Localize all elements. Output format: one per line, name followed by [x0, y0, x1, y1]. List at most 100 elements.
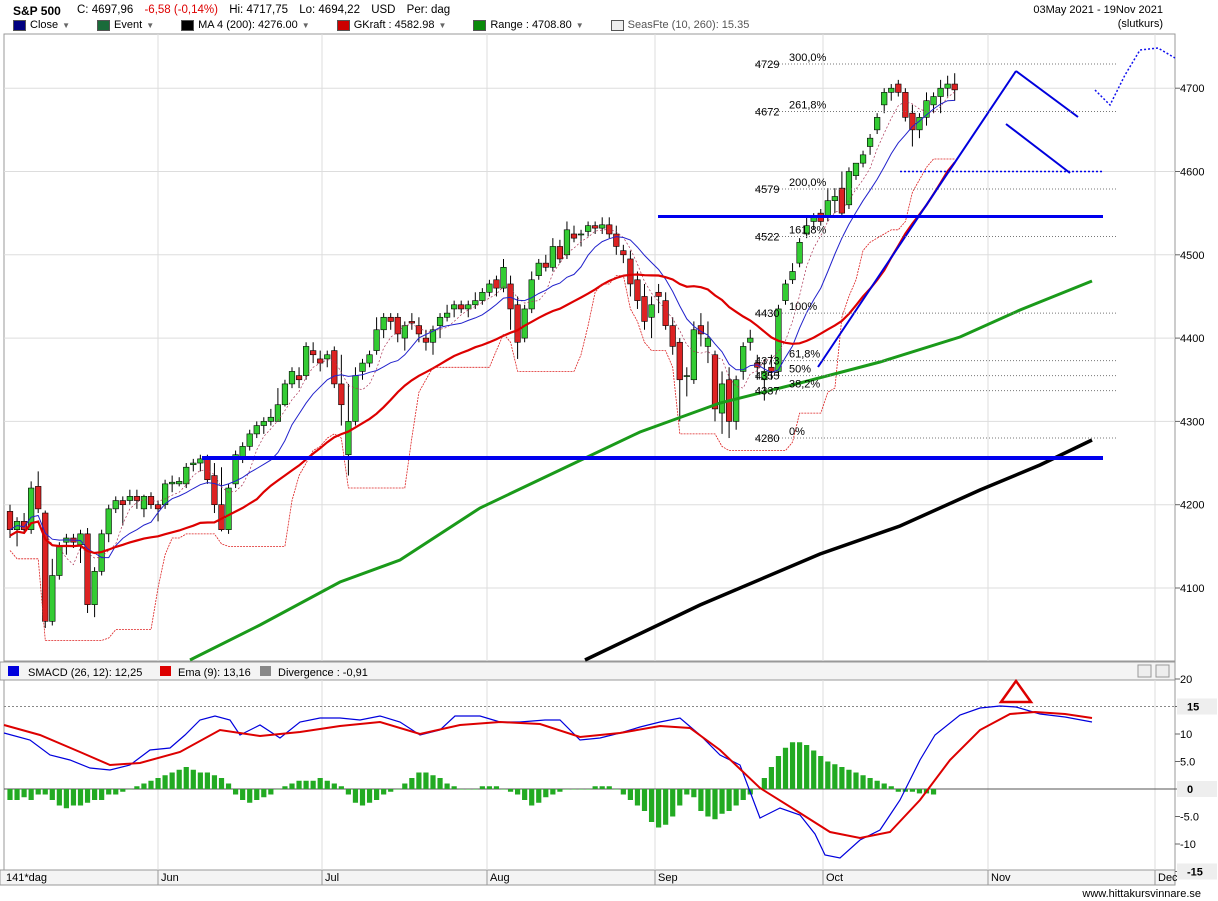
- divergence-bar: [909, 789, 915, 792]
- gkraft-line: [9, 161, 956, 555]
- legend-gkraft[interactable]: GKraft : 4582.98 ▼: [324, 19, 447, 31]
- candle: [902, 92, 909, 118]
- chevron-down-icon[interactable]: ▼: [575, 20, 584, 30]
- legend-ma[interactable]: MA 4 (200): 4276.00 ▼: [168, 19, 310, 31]
- divergence-bar: [183, 767, 189, 789]
- candle: [366, 354, 373, 364]
- divergence-bar: [733, 789, 739, 806]
- sell-signal-triangle: [998, 678, 1034, 704]
- candle: [493, 279, 500, 289]
- divergence-bar: [289, 783, 295, 789]
- divergence-bar: [620, 789, 626, 795]
- candle: [451, 304, 458, 310]
- candle: [302, 346, 310, 376]
- legend-range-label: Range : 4708.80: [490, 19, 572, 31]
- indicator-value-box: [1177, 781, 1217, 797]
- candle: [563, 229, 571, 256]
- candle: [584, 225, 592, 232]
- candle: [676, 341, 683, 381]
- fib-level-pct: 300,0%: [789, 52, 827, 64]
- divergence-bar: [141, 783, 147, 789]
- candle: [310, 350, 317, 356]
- fib-level-value: 4522: [755, 231, 779, 243]
- divergence-bar: [430, 775, 436, 789]
- price-tick-label: 4600: [1180, 167, 1204, 179]
- chart-header: S&P 500 C: 4697,96 -6,58 (-0,14%) Hi: 47…: [0, 0, 1218, 33]
- divergence-bar: [113, 789, 119, 795]
- divergence-bar: [818, 756, 824, 789]
- divergence-bar: [49, 789, 55, 800]
- divergence-bar: [247, 789, 253, 803]
- candle: [162, 483, 169, 506]
- high-value: Hi: 4717,75: [229, 4, 289, 16]
- divergence-bar: [218, 778, 225, 789]
- candle: [429, 329, 437, 343]
- divergence-bar: [345, 789, 351, 795]
- candle: [154, 504, 162, 510]
- divergence-bar: [585, 789, 591, 790]
- divergence-bar: [155, 778, 161, 789]
- candle: [267, 416, 274, 422]
- divergence-bar: [881, 783, 887, 789]
- divergence-bar: [120, 789, 126, 792]
- chevron-down-icon[interactable]: ▼: [146, 20, 155, 30]
- fib-level-pct: 50%: [789, 364, 811, 376]
- divergence-bar: [789, 742, 796, 789]
- candle: [796, 242, 803, 264]
- divergence-bar: [768, 767, 774, 789]
- month-label: Jul: [325, 872, 339, 884]
- chevron-down-icon[interactable]: ▼: [438, 20, 447, 30]
- candle: [84, 533, 91, 605]
- divergence-bar: [832, 764, 838, 789]
- divergence-swatch: [260, 666, 271, 676]
- candle: [923, 100, 930, 118]
- candle: [592, 225, 599, 229]
- legend-event[interactable]: Event ▼: [84, 19, 154, 31]
- candle: [803, 225, 810, 235]
- candle: [662, 300, 669, 326]
- divergence-bar: [303, 780, 309, 789]
- candle: [888, 87, 895, 93]
- indicator-tick-label: 10: [1180, 729, 1192, 741]
- chevron-down-icon[interactable]: ▼: [301, 20, 310, 30]
- candle: [91, 571, 98, 605]
- candle: [458, 304, 465, 310]
- fib-level-pct: 38,2%: [789, 379, 820, 391]
- divergence-bar: [529, 789, 535, 806]
- legend-range[interactable]: Range : 4708.80 ▼: [460, 19, 584, 31]
- divergence-bar: [310, 780, 316, 789]
- divergence-bar: [338, 786, 344, 789]
- legend-gkraft-label: GKraft : 4582.98: [353, 19, 435, 31]
- candle: [49, 575, 56, 622]
- legend-close[interactable]: Close ▼: [0, 19, 70, 31]
- candle: [570, 233, 578, 239]
- trailing-stop-line: [9, 158, 955, 641]
- divergence-bar: [740, 789, 746, 800]
- ma-swatch: [181, 19, 195, 31]
- candle: [690, 329, 697, 381]
- candle: [507, 283, 514, 310]
- close-value: C: 4697,96: [77, 4, 134, 16]
- divergence-bar: [656, 789, 662, 828]
- divergence-bar: [670, 789, 676, 817]
- divergence-bar: [35, 789, 41, 795]
- chevron-down-icon[interactable]: ▼: [62, 20, 71, 30]
- divergence-bar: [233, 789, 239, 795]
- divergence-bar: [493, 786, 500, 789]
- divergence-bar: [867, 778, 873, 789]
- divergence-bar: [522, 789, 528, 800]
- divergence-bar: [613, 789, 619, 790]
- candle: [380, 316, 387, 331]
- rate-type: (slutkurs): [1117, 18, 1163, 30]
- candle: [782, 283, 789, 301]
- candle: [281, 383, 289, 406]
- divergence-bar: [486, 786, 492, 789]
- indicator-tick-label: -15: [1187, 867, 1203, 879]
- candle: [577, 233, 585, 236]
- candle: [133, 496, 141, 501]
- divergence-bar: [853, 772, 859, 789]
- indicator-tick-label: 20: [1180, 674, 1192, 686]
- candle: [394, 316, 401, 335]
- legend-seasfte[interactable]: SeasFte (10, 260): 15.35: [598, 19, 749, 31]
